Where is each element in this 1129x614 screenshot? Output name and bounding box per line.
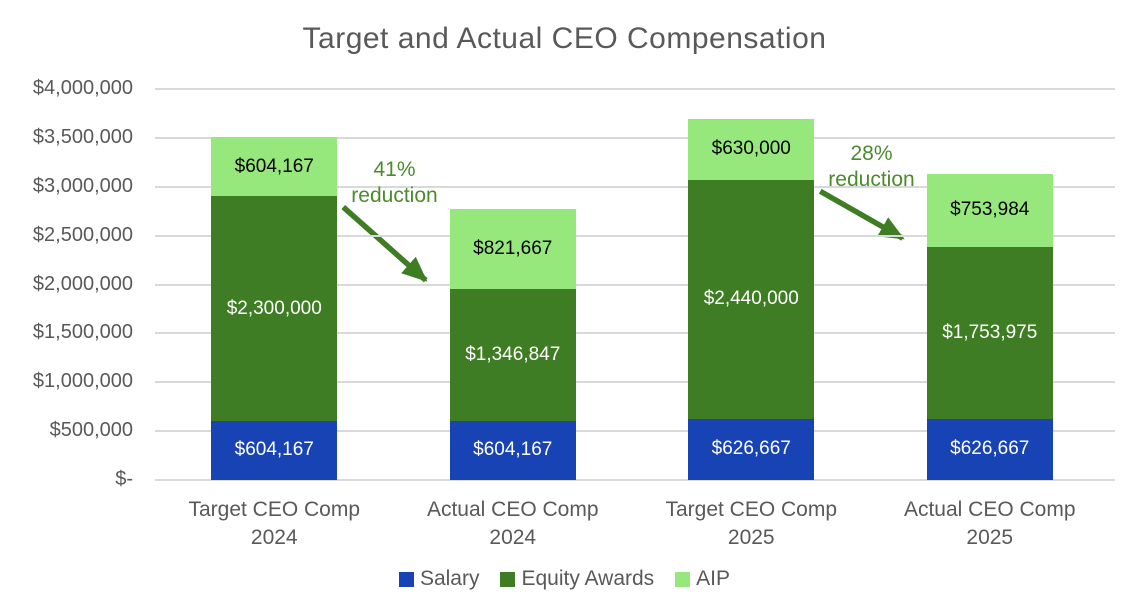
y-axis-tick-label: $1,500,000: [32, 321, 133, 344]
legend-swatch-icon: [675, 571, 691, 587]
annotation-text-line: reduction: [828, 168, 915, 192]
gridline: [155, 283, 1115, 286]
bar-value-label: $821,667: [473, 238, 553, 260]
bar-value-label: $604,167: [473, 439, 553, 461]
bar-value-label: $753,984: [950, 199, 1030, 221]
x-axis-category-label-line: 2024: [489, 526, 537, 549]
legend: Salary Equity Awards AIP: [0, 567, 1129, 591]
y-axis-tick-label: $-: [115, 468, 133, 490]
legend-item-equity-awards: Equity Awards: [500, 567, 654, 591]
x-axis-category-label-line: Target CEO Comp: [188, 498, 361, 521]
y-axis-tick-label: $2,500,000: [32, 223, 133, 246]
bar-value-label: $626,667: [950, 438, 1030, 460]
bar-segment-equity-awards: $1,346,847: [449, 289, 576, 421]
y-axis-tick-label: $1,000,000: [32, 370, 133, 393]
bar-segment-salary: $626,667: [926, 418, 1053, 480]
gridline: [155, 88, 1115, 90]
bar-segment-equity-awards: $1,753,975: [926, 247, 1053, 419]
bar-segment-aip: $753,984: [926, 173, 1053, 248]
reduction-arrow-icon: [341, 205, 428, 283]
bar-value-label: $630,000: [711, 138, 791, 160]
x-axis-category-label: Actual CEO Comp 2025: [871, 496, 1110, 552]
legend-label: Equity Awards: [521, 567, 655, 590]
bar-value-label: $2,300,000: [226, 297, 322, 319]
legend-item-aip: AIP: [675, 567, 730, 591]
bar-value-label: $1,753,975: [942, 322, 1038, 343]
bar-value-label: $626,667: [711, 438, 791, 460]
bar-segment-salary: $604,167: [211, 420, 338, 480]
legend-label: Salary: [419, 567, 480, 590]
y-axis-tick-label: $2,000,000: [32, 272, 133, 295]
bar-segment-salary: $626,667: [688, 418, 815, 480]
annotation-text: 28% reduction: [782, 141, 962, 193]
gridline: [155, 185, 1115, 188]
annotation-text-line: 41%: [373, 158, 416, 182]
annotation-text-line: 28%: [850, 142, 893, 166]
annotation-text: 41% reduction: [305, 157, 485, 209]
bar-value-label: $604,167: [234, 439, 314, 461]
bar-segment-equity-awards: $2,440,000: [688, 180, 815, 419]
gridline: [155, 479, 1115, 481]
y-axis-tick-label: $500,000: [49, 419, 133, 442]
legend-swatch-icon: [398, 571, 414, 587]
reduction-arrow-icon: [818, 188, 905, 241]
gridline: [155, 332, 1115, 335]
x-axis-category-label-line: Target CEO Comp: [665, 498, 838, 521]
bar-value-label: $604,167: [234, 155, 314, 177]
x-axis-category-label-line: Actual CEO Comp: [426, 498, 599, 521]
y-axis-tick-label: $3,500,000: [32, 125, 133, 148]
gridline: [155, 136, 1115, 139]
chart-title: Target and Actual CEO Compensation: [302, 22, 827, 55]
bar-segment-aip: $821,667: [449, 208, 576, 290]
annotation-text-line: reduction: [351, 184, 438, 208]
y-axis-tick-label: $3,000,000: [32, 174, 133, 197]
bar-segment-aip: $604,167: [211, 137, 338, 197]
legend-label: AIP: [696, 567, 731, 590]
x-axis-category-label-line: 2025: [966, 526, 1014, 549]
gridline: [155, 381, 1115, 384]
legend-swatch-icon: [500, 571, 516, 587]
bar-segment-aip: $630,000: [688, 118, 815, 181]
x-axis-category-label: Target CEO Comp 2024: [155, 496, 394, 552]
x-axis-category-label: Target CEO Comp 2025: [632, 496, 871, 552]
x-axis-category-label-line: 2024: [250, 526, 298, 549]
bar-segment-equity-awards: $2,300,000: [211, 196, 338, 421]
bar-value-label: $2,440,000: [703, 288, 799, 310]
x-axis-category-label: Actual CEO Comp 2024: [394, 496, 633, 552]
gridline: [155, 430, 1115, 433]
x-axis-category-label-line: 2025: [727, 526, 775, 549]
legend-item-salary: Salary: [398, 567, 480, 591]
bar-value-label: $1,346,847: [465, 344, 561, 366]
y-axis-tick-label: $4,000,000: [32, 77, 133, 99]
gridline: [155, 234, 1115, 237]
bar-segment-salary: $604,167: [449, 420, 576, 480]
x-axis-category-label-line: Actual CEO Comp: [903, 498, 1076, 521]
